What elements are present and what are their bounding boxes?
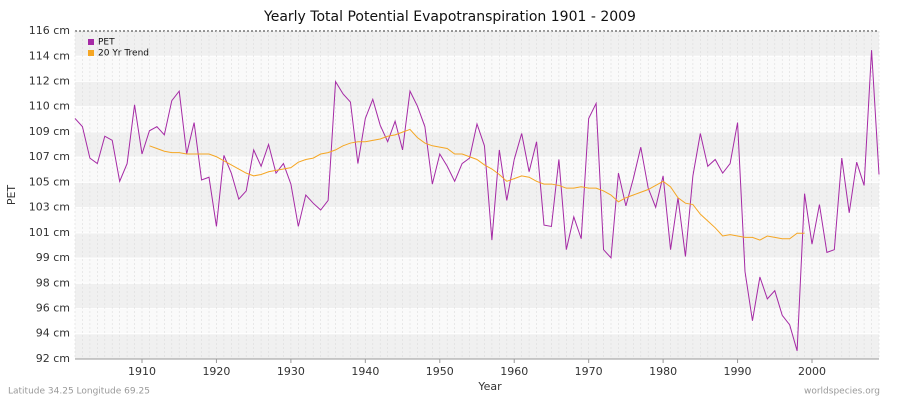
grid-band xyxy=(75,333,879,359)
x-axis-label: Year xyxy=(477,380,502,393)
grid xyxy=(74,30,880,360)
x-tick-label: 1930 xyxy=(277,365,305,378)
x-tick-label: 1910 xyxy=(128,365,156,378)
x-tick-label: 1990 xyxy=(724,365,752,378)
y-tick-label: 116 cm xyxy=(29,24,70,37)
x-tick-label: 2000 xyxy=(798,365,826,378)
y-tick-label: 112 cm xyxy=(29,74,70,87)
legend-label: 20 Yr Trend xyxy=(98,49,149,59)
y-tick-label: 99 cm xyxy=(36,251,70,264)
legend-swatch xyxy=(88,39,94,45)
legend-swatch xyxy=(88,50,94,56)
y-tick-label: 98 cm xyxy=(36,276,70,289)
y-tick-label: 107 cm xyxy=(29,150,70,163)
x-tick-label: 1960 xyxy=(500,365,528,378)
x-tick-label: 1950 xyxy=(426,365,454,378)
x-tick-label: 1980 xyxy=(649,365,677,378)
y-tick-label: 109 cm xyxy=(29,125,70,138)
y-tick-label: 110 cm xyxy=(29,100,70,113)
series-line xyxy=(74,50,880,351)
y-tick-label: 92 cm xyxy=(36,352,70,365)
y-tick-label: 105 cm xyxy=(29,175,70,188)
y-tick-label: 94 cm xyxy=(36,327,70,340)
y-tick-label: 103 cm xyxy=(29,201,70,214)
footer-right: worldspecies.org xyxy=(804,387,880,397)
y-tick-label: 101 cm xyxy=(29,226,70,239)
y-tick-label: 114 cm xyxy=(29,49,70,62)
footer-left: Latitude 34.25 Longitude 69.25 xyxy=(8,387,150,397)
x-tick-label: 1920 xyxy=(202,365,230,378)
x-tick-label: 1970 xyxy=(575,365,603,378)
chart-title: Yearly Total Potential Evapotranspiratio… xyxy=(263,9,636,25)
x-tick-label: 1940 xyxy=(351,365,379,378)
y-tick-label: 96 cm xyxy=(36,302,70,315)
grid-band xyxy=(75,81,879,107)
legend-label: PET xyxy=(98,38,115,48)
y-axis-label: PET xyxy=(5,185,18,206)
series-line xyxy=(149,128,805,241)
